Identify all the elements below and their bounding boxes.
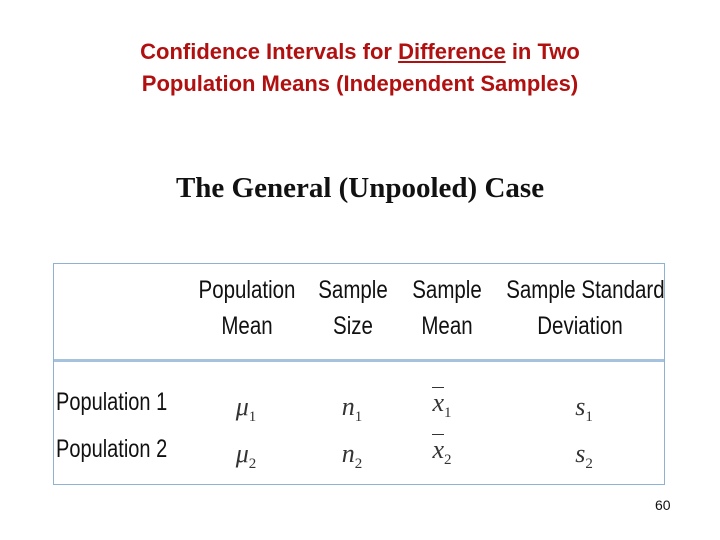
subscript: 2 bbox=[585, 456, 593, 472]
slide-subtitle: The General (Unpooled) Case bbox=[175, 172, 545, 204]
xbar-2-symbol: x2 bbox=[412, 434, 472, 469]
header-line: Population bbox=[198, 276, 296, 304]
header-sample-mean: Sample Mean bbox=[412, 272, 483, 344]
header-line: Mean bbox=[221, 312, 273, 340]
n-1-symbol: n1 bbox=[322, 392, 382, 426]
notation-table: Population Mean Sample Size Sample Mean … bbox=[53, 263, 665, 485]
title-underlined-word: Difference bbox=[398, 39, 506, 64]
subscript: 1 bbox=[444, 405, 452, 421]
subscript: 2 bbox=[354, 456, 363, 472]
row-label-population-2: Population 2 bbox=[56, 435, 168, 463]
s-1-symbol: s1 bbox=[554, 392, 614, 426]
title-line-2: Population Means (Independent Samples) bbox=[141, 71, 579, 96]
symbol: s bbox=[575, 439, 586, 468]
n-2-symbol: n2 bbox=[322, 439, 382, 473]
header-sample-size: Sample Size bbox=[318, 272, 389, 344]
symbol: n bbox=[341, 439, 355, 468]
mu-2-symbol: μ2 bbox=[216, 439, 276, 473]
header-line: Deviation bbox=[537, 312, 623, 340]
header-population-mean: Population Mean bbox=[194, 272, 301, 344]
subscript: 2 bbox=[444, 452, 452, 468]
s-2-symbol: s2 bbox=[554, 439, 614, 473]
subscript: 1 bbox=[354, 409, 363, 425]
symbol: x bbox=[432, 387, 445, 417]
row-label-population-1: Population 1 bbox=[56, 388, 168, 416]
slide-title: Confidence Intervals for Difference in T… bbox=[0, 36, 720, 100]
title-text-1: Confidence Intervals for bbox=[140, 39, 399, 64]
page-number: 60 bbox=[655, 497, 671, 513]
header-line: Sample bbox=[318, 276, 388, 304]
subscript: 1 bbox=[248, 409, 257, 425]
symbol: n bbox=[341, 392, 355, 421]
subscript: 1 bbox=[585, 409, 593, 425]
header-line: Sample bbox=[412, 276, 482, 304]
header-line: Size bbox=[333, 312, 373, 340]
header-separator bbox=[54, 359, 664, 362]
header-sample-sd: Sample Standard Deviation bbox=[506, 272, 665, 344]
subscript: 2 bbox=[248, 456, 257, 472]
symbol: μ bbox=[235, 392, 249, 421]
symbol: s bbox=[575, 392, 586, 421]
title-text-2: in Two bbox=[505, 39, 580, 64]
mu-1-symbol: μ1 bbox=[216, 392, 276, 426]
xbar-1-symbol: x1 bbox=[412, 387, 472, 422]
header-line: Mean bbox=[421, 312, 473, 340]
header-line: Sample Standard bbox=[506, 276, 665, 304]
symbol: μ bbox=[235, 439, 249, 468]
symbol: x bbox=[432, 434, 445, 464]
